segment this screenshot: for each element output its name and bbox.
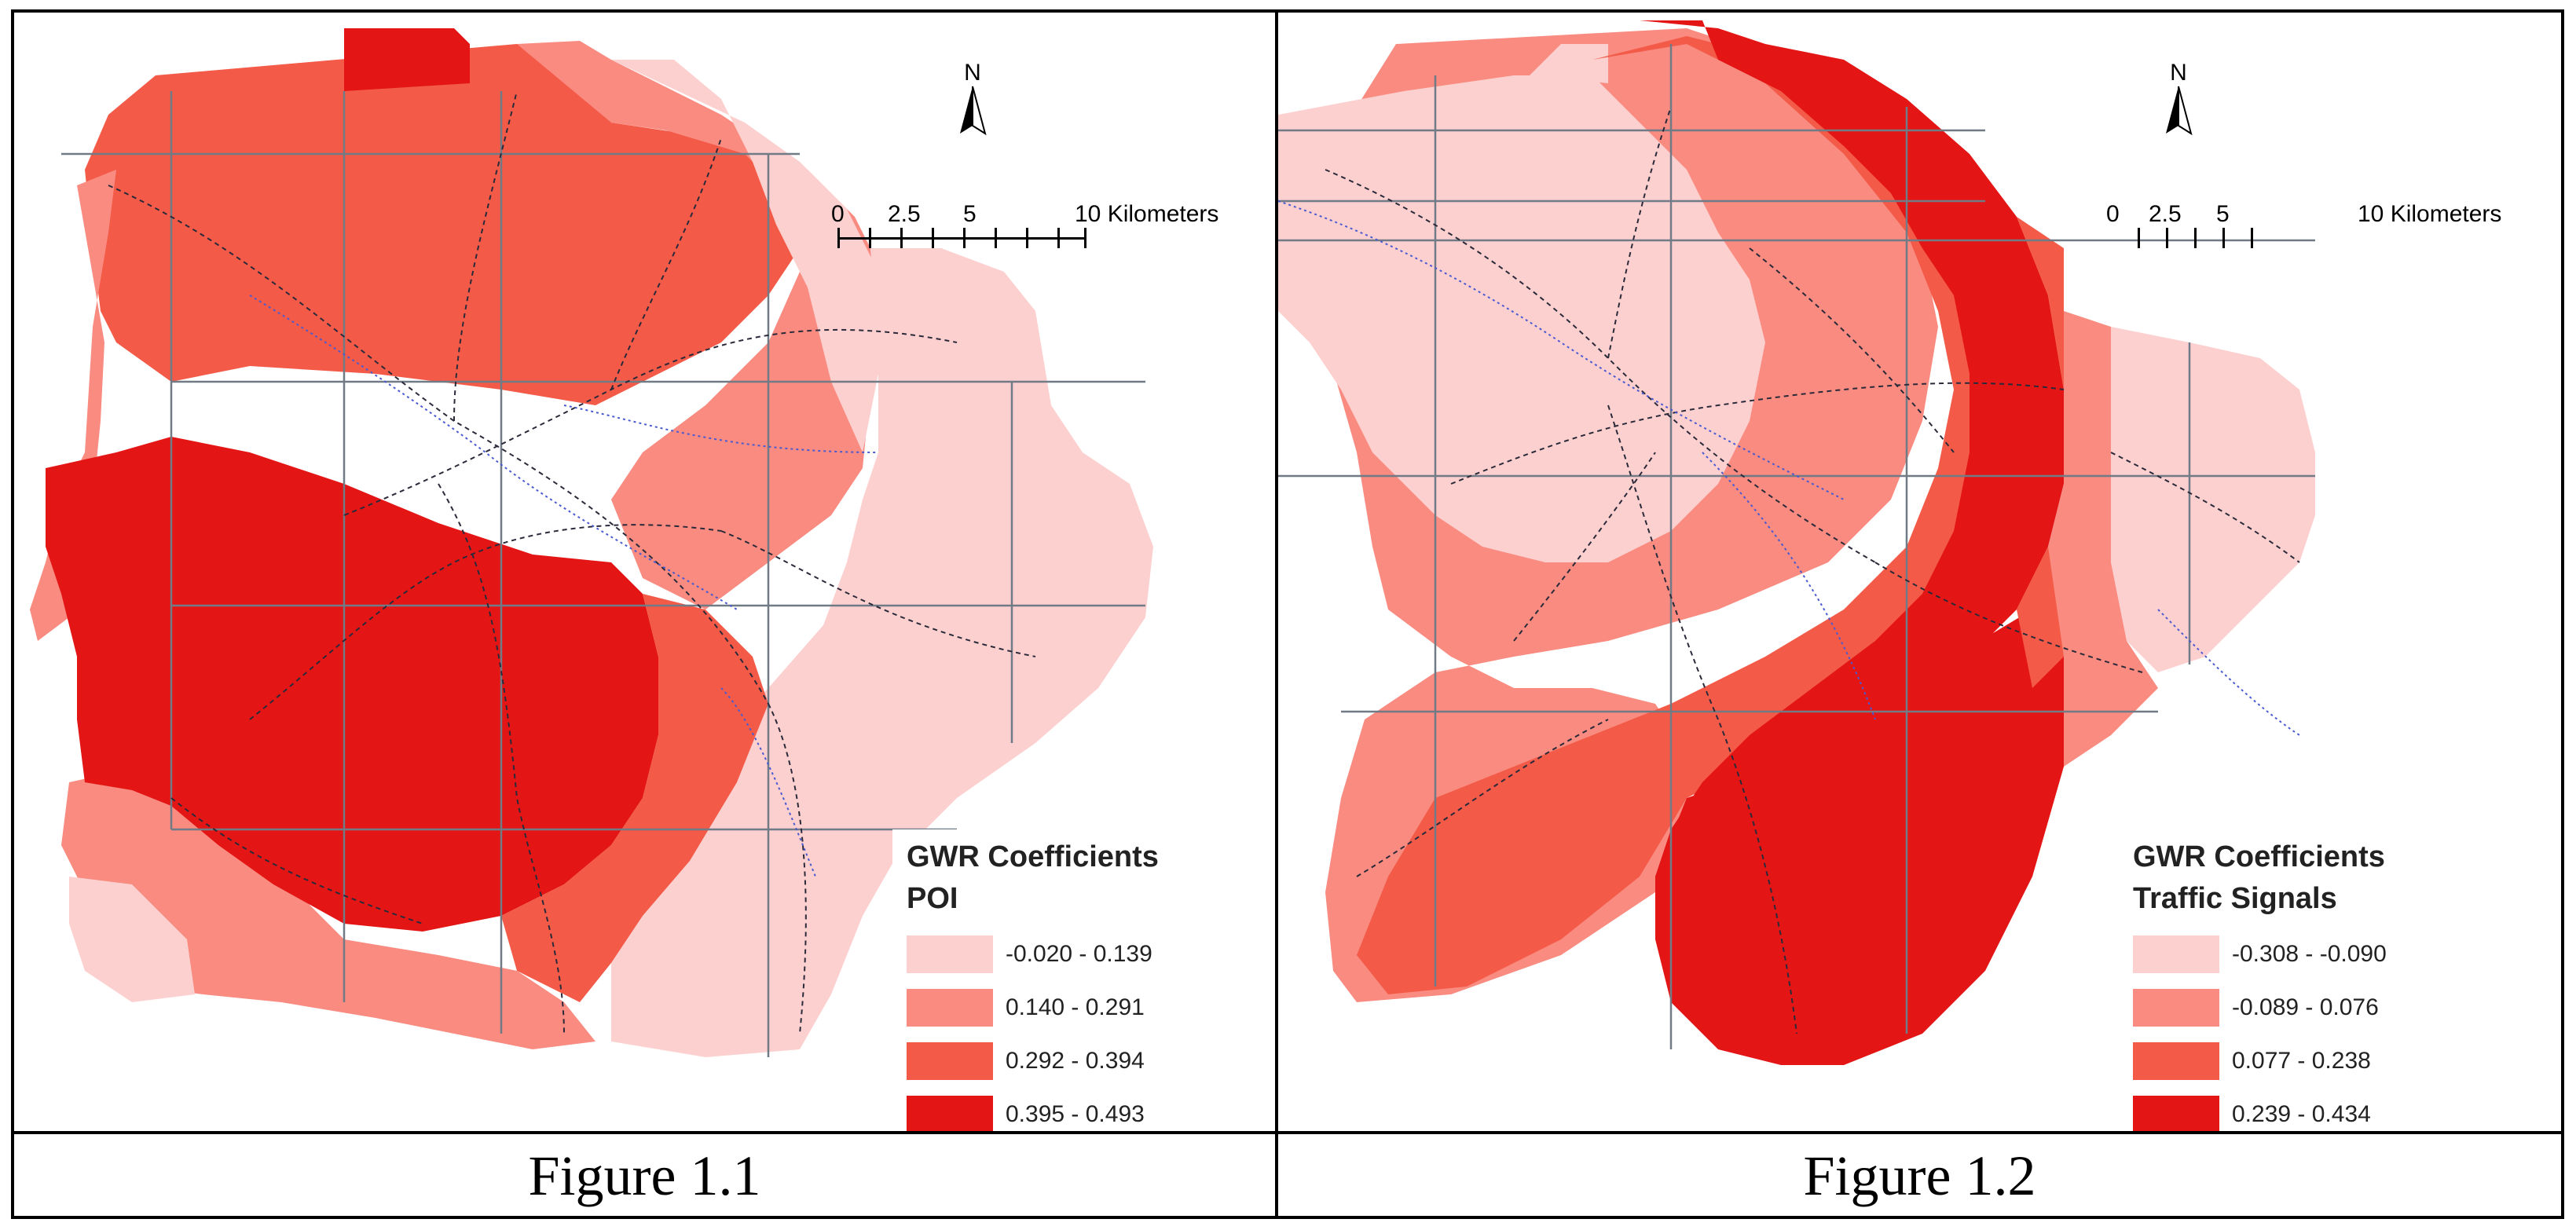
grid-lines [61, 91, 1145, 1057]
legend-range-label: -0.308 - -0.090 [2232, 941, 2387, 967]
legend-swatch [2133, 989, 2219, 1027]
legend: GWR Coefficients POI -0.020 - 0.139 0.14… [892, 829, 1175, 1131]
legend-range-label: 0.077 - 0.238 [2232, 1048, 2371, 1074]
legend-title: GWR Coefficients [2133, 840, 2385, 873]
choropleth-map-poi [30, 28, 1153, 1057]
zone-class-3 [501, 594, 768, 1002]
legend-swatch [907, 1096, 993, 1131]
legend-range-label: 0.292 - 0.394 [1006, 1048, 1145, 1074]
map-panel-figure-1-1: N 0 2.5 5 10 Kilometers GWR Coefficients… [14, 13, 1275, 1131]
legend-item: -0.308 - -0.090 [2133, 930, 2403, 979]
legend-item: 0.239 - 0.434 [2133, 1090, 2403, 1131]
zone-class-1 [611, 60, 878, 452]
legend-subtitle: Traffic Signals [2133, 882, 2337, 915]
zone-class-3 [1357, 36, 2017, 994]
scale-bar: 0 2.5 5 10 Kilometers [831, 201, 1218, 264]
zone-class-3 [2017, 217, 2064, 688]
north-arrow-icon [960, 86, 987, 136]
zone-class-2 [61, 767, 595, 1049]
legend-swatch [2133, 1096, 2219, 1131]
zone-class-4 [344, 28, 470, 91]
legend-item: 0.292 - 0.394 [907, 1037, 1161, 1085]
legend-swatch [2133, 935, 2219, 973]
north-label: N [964, 60, 981, 86]
figure-table-frame [11, 9, 2564, 1219]
scale-label-5: 5 [963, 201, 977, 227]
scale-label-2-5: 2.5 [2149, 201, 2182, 227]
zone-class-4 [1655, 610, 2064, 1065]
zone-class-1 [69, 877, 195, 1002]
scale-label-10-km: 10 Kilometers [1075, 201, 1219, 227]
waterways [249, 295, 879, 877]
zone-class-2 [2032, 311, 2158, 767]
legend-swatch [907, 1042, 993, 1080]
legend-item: 0.140 - 0.291 [907, 983, 1161, 1032]
scale-label-0: 0 [831, 201, 845, 227]
legend-item: -0.089 - 0.076 [2133, 983, 2403, 1032]
figure-caption-1-1: Figure 1.1 [528, 1144, 761, 1207]
road-network [1325, 106, 2300, 1034]
map-panel-figure-1-2: N 0 2.5 5 10 Kilometers GWR Coefficients… [1278, 13, 2561, 1131]
legend-item: 0.395 - 0.493 [907, 1090, 1161, 1131]
north-arrow-icon [2166, 86, 2193, 136]
legend: GWR Coefficients Traffic Signals -0.308 … [2119, 829, 2417, 1131]
choropleth-map-traffic-signals [1278, 20, 2315, 1065]
legend-range-label: 0.395 - 0.493 [1006, 1101, 1145, 1127]
waterways [1278, 200, 2300, 736]
zone-class-1 [1530, 44, 1608, 83]
zone-class-1 [2111, 327, 2315, 672]
legend-item: 0.077 - 0.238 [2133, 1037, 2403, 1085]
legend-title: GWR Coefficients [907, 840, 1159, 873]
figure-caption-1-2: Figure 1.2 [1803, 1144, 2036, 1207]
column-divider [1275, 9, 1278, 1219]
scale-label-10-km: 10 Kilometers [2358, 201, 2502, 227]
scale-bar: 0 2.5 5 10 Kilometers [2106, 201, 2515, 264]
legend-swatch [907, 989, 993, 1027]
north-arrow: N [941, 60, 1004, 146]
scale-label-5: 5 [2216, 201, 2230, 227]
grid-lines [1278, 44, 2315, 1049]
scale-bar-line [837, 237, 1086, 240]
road-network [108, 90, 1036, 1034]
scale-label-0: 0 [2106, 201, 2120, 227]
legend-range-label: -0.089 - 0.076 [2232, 994, 2379, 1020]
legend-subtitle: POI [907, 882, 958, 915]
zone-class-3 [85, 44, 800, 405]
legend-swatch [907, 935, 993, 973]
legend-swatch [2133, 1042, 2219, 1080]
caption-row-divider [11, 1131, 2564, 1134]
north-label: N [2170, 60, 2187, 86]
zone-class-1 [611, 248, 1153, 1057]
legend-range-label: 0.239 - 0.434 [2232, 1101, 2371, 1127]
north-arrow: N [2147, 60, 2210, 146]
legend-range-label: 0.140 - 0.291 [1006, 994, 1145, 1020]
legend-item: -0.020 - 0.139 [907, 930, 1161, 979]
legend-range-label: -0.020 - 0.139 [1006, 941, 1152, 967]
scale-label-2-5: 2.5 [888, 201, 921, 227]
zone-class-4 [46, 437, 658, 932]
